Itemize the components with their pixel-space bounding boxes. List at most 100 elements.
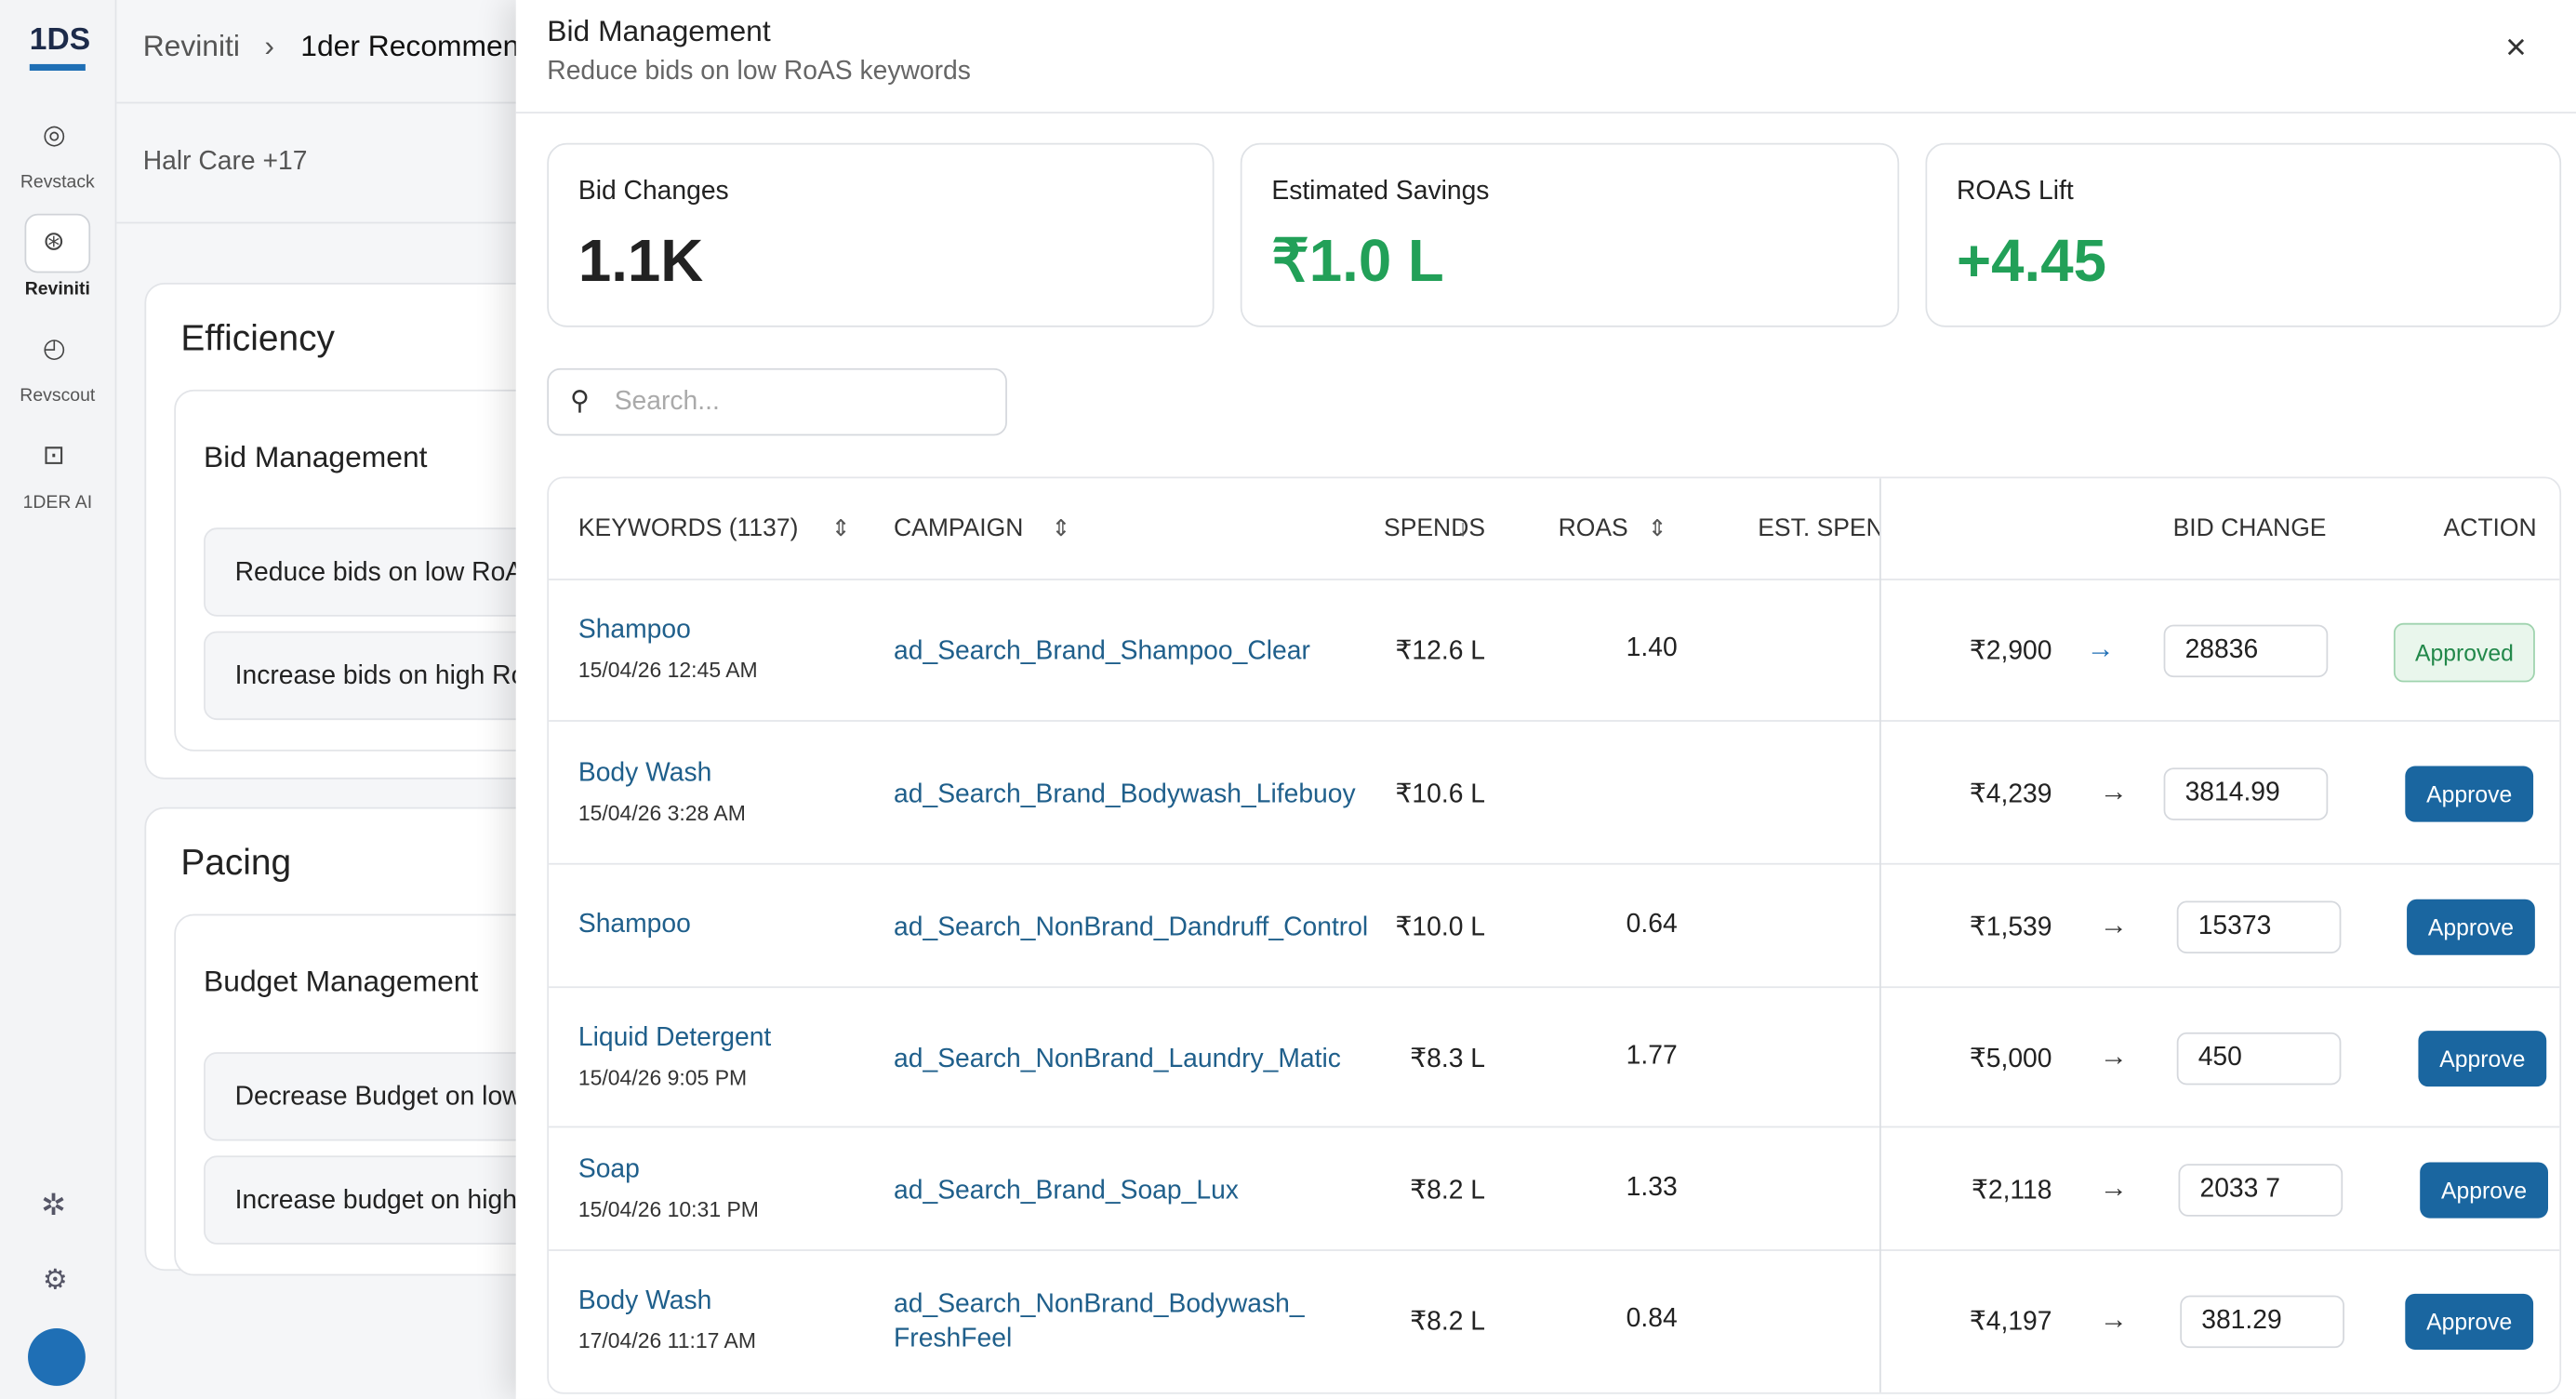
keyword-link[interactable]: Shampoo [578,910,691,939]
nav-icon[interactable]: ◎ [42,121,66,150]
sort-icon[interactable]: ⇕ [1647,514,1667,541]
table: KEYWORDS (1137) CAMPAIGN SPENDS ROAS EST. SP… [547,476,2562,1394]
arrow: → [2099,1039,2128,1072]
gear-icon[interactable]: ⚙ [42,1264,68,1296]
search-placeholder: Search... [614,388,720,417]
keyword-date: 15/04/26 3:28 AM [578,799,746,825]
sort-icon[interactable]: ⇕ [830,514,851,541]
campaign-link[interactable]: ad_Search_NonBrand_Dandruff_Control [894,913,1369,941]
campaign-link[interactable]: ad_Search_Brand_Shampoo_Clear [894,637,1310,666]
campaign-link[interactable]: ad_Search_NonBrand_Laundry_Matic [894,1045,1341,1073]
bid-input[interactable]: 28836 [2163,624,2329,678]
spends: ₹8.2 L [1410,1176,1486,1205]
avatar[interactable] [28,1327,86,1386]
spends: ₹8.3 L [1410,1045,1486,1073]
approve-button[interactable]: Approve [2405,1293,2534,1350]
approve-button[interactable]: Approve [2407,898,2535,954]
bid-input[interactable]: 3814.99 [2163,766,2329,819]
stat-label: Bid Changes [578,177,729,206]
stat-card: Estimated Savings ₹1.0 L [1240,142,1900,327]
spends: ₹10.0 L [1395,913,1486,941]
settings-icon[interactable]: ✲ [41,1188,66,1222]
nav-label[interactable]: 1DER AI [22,493,93,513]
table-row: Liquid Detergent 15/04/26 9:05 PM ad_Searc… [549,986,2560,1127]
table-row: Shampoo 15/04/26 12:45 AM ad_Search_Brand_… [549,579,2560,722]
sort-icon[interactable]: ↓ [1456,514,1469,541]
recommendation-label: Decrease Budget on low [234,1083,522,1112]
bid-input[interactable]: 381.29 [2180,1295,2344,1349]
roas: 0.64 [1626,910,1678,939]
roas: 1.40 [1626,634,1678,663]
recommendation-label: Increase bids on high Ro [234,662,526,691]
nav-label[interactable]: Revstack [20,172,95,193]
arrow: → [2099,908,2128,940]
search-box[interactable]: ⚲ Search... [547,367,1007,436]
arrow: → [2099,775,2128,806]
keyword-link[interactable]: Body Wash [578,1286,712,1315]
bid-input[interactable]: 2033 7 [2178,1163,2344,1216]
approve-button[interactable]: Approve [2420,1161,2548,1218]
divider [515,112,2576,113]
keyword-date: 15/04/26 12:45 AM [578,657,758,683]
modal: Bid Management Reduce bids on low RoAS k… [515,0,2576,1399]
stat-value: +4.45 [1957,226,2106,295]
column-header[interactable]: ROAS [1558,514,1628,543]
keyword-date: 17/04/26 11:17 AM [578,1327,756,1353]
roas: 0.84 [1626,1305,1678,1334]
logo-bar [29,63,86,71]
nav-icon[interactable]: ⊡ [42,442,65,471]
current-bid: ₹2,900 [1969,637,2052,666]
spends: ₹10.6 L [1395,779,1486,808]
arrow: → [2086,633,2115,664]
column-header: BID CHANGE [2172,514,2327,543]
column-header: EST. SPEN [1758,514,1879,543]
approve-button[interactable]: Approve [2418,1030,2547,1086]
bid-input[interactable]: 450 [2176,1031,2342,1085]
table-row: Body Wash 17/04/26 11:17 AM ad_Search_NonB… [549,1249,2560,1392]
keyword-link[interactable]: Liquid Detergent [578,1023,772,1052]
stat-card: Bid Changes 1.1K [547,142,1215,327]
column-header: ACTION [2443,514,2537,543]
column-header[interactable]: CAMPAIGN [894,514,1024,543]
sub-card-title: Bid Management [204,440,428,473]
nav-icon[interactable]: ⊛ [42,228,65,257]
breadcrumb: Reviniti [142,29,240,63]
breadcrumb: 1der Recommend [300,29,537,63]
current-bid: ₹2,118 [1971,1176,2052,1205]
logo: 1DS [29,22,91,58]
spends: ₹12.6 L [1395,637,1486,666]
campaign-link[interactable]: ad_Search_Brand_Bodywash_Lifebuoy [894,779,1356,808]
column-header[interactable]: KEYWORDS (1137) [578,514,799,543]
current-bid: ₹5,000 [1969,1045,2052,1073]
section-title: Pacing [180,841,292,884]
keyword-link[interactable]: Body Wash [578,758,712,787]
campaign-link[interactable]: ad_Search_NonBrand_Bodywash_ FreshFeel [894,1290,1305,1353]
approved-status: Approved [2393,622,2535,683]
nav-label[interactable]: Reviniti [24,279,90,300]
nav-icon[interactable]: ◴ [42,335,66,364]
spends: ₹8.2 L [1410,1308,1486,1337]
bid-input[interactable]: 15373 [2176,899,2342,953]
stat-label: ROAS Lift [1957,177,2074,206]
keyword-link[interactable]: Soap [578,1154,640,1183]
recommendation-label: Reduce bids on low RoAS [234,558,541,587]
filter[interactable]: Halr Care +17 [142,148,308,177]
active-nav-box [24,213,91,273]
breadcrumb-sep: › [264,29,275,63]
sort-icon[interactable]: ⇕ [1051,514,1071,541]
stat-label: Estimated Savings [1271,177,1490,206]
close-button[interactable]: × [2505,26,2527,68]
approve-button[interactable]: Approve [2405,765,2534,821]
table-row: Body Wash 15/04/26 3:28 AM ad_Search_Brand… [549,720,2560,865]
sidebar: 1DS ✲ ⚙ ◎ Revstack ⊛ Reviniti ◴ Revscout ⊡ 1DER… [0,0,117,1399]
nav-label[interactable]: Revscout [20,386,96,406]
recommendation-label: Increase budget on high [234,1186,517,1216]
sticky-divider [1879,478,1881,1392]
keyword-date: 15/04/26 10:31 PM [578,1195,759,1221]
campaign-link[interactable]: ad_Search_Brand_Soap_Lux [894,1176,1239,1205]
current-bid: ₹4,239 [1969,779,2052,808]
keyword-link[interactable]: Shampoo [578,616,691,645]
keyword-date: 15/04/26 9:05 PM [578,1064,748,1089]
arrow: → [2099,1303,2128,1336]
